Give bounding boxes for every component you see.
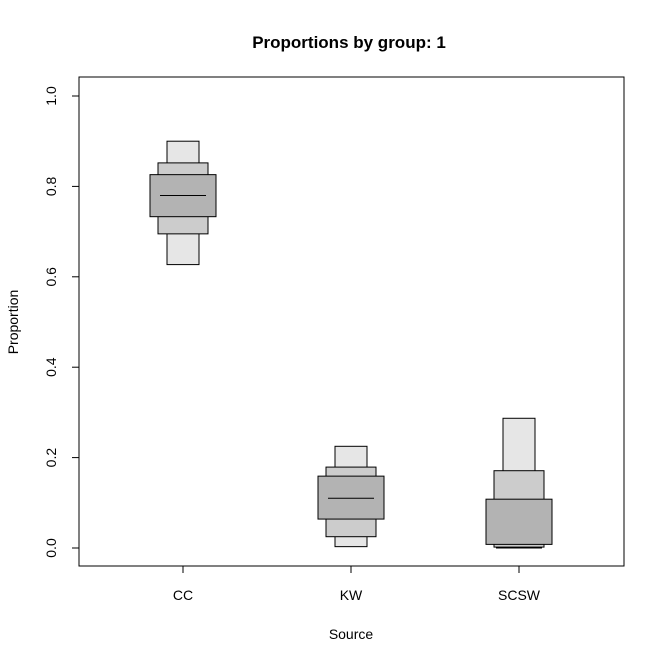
y-tick-label: 0.0 xyxy=(43,538,59,558)
interval-band-inner xyxy=(485,498,553,545)
plot-marks xyxy=(149,140,553,549)
y-tick-label: 0.6 xyxy=(43,267,59,287)
y-tick-label: 0.4 xyxy=(43,357,59,377)
y-tick-label: 0.8 xyxy=(43,176,59,196)
x-axis-label: Source xyxy=(329,626,374,642)
y-axis: 0.0 0.2 0.4 0.6 0.8 1.0 xyxy=(43,86,80,558)
x-axis: CC KW SCSW xyxy=(173,565,541,603)
x-tick-label: KW xyxy=(340,587,363,603)
interval-group-scsw xyxy=(485,417,553,549)
x-tick-label: CC xyxy=(173,587,193,603)
interval-group-cc xyxy=(149,140,217,266)
y-tick-label: 0.2 xyxy=(43,448,59,468)
chart-title: Proportions by group: 1 xyxy=(252,33,446,52)
x-tick-label: SCSW xyxy=(498,587,541,603)
y-axis-label: Proportion xyxy=(5,290,21,355)
y-tick-label: 1.0 xyxy=(43,86,59,106)
interval-group-kw xyxy=(317,445,385,548)
interval-band-inner xyxy=(317,475,385,520)
